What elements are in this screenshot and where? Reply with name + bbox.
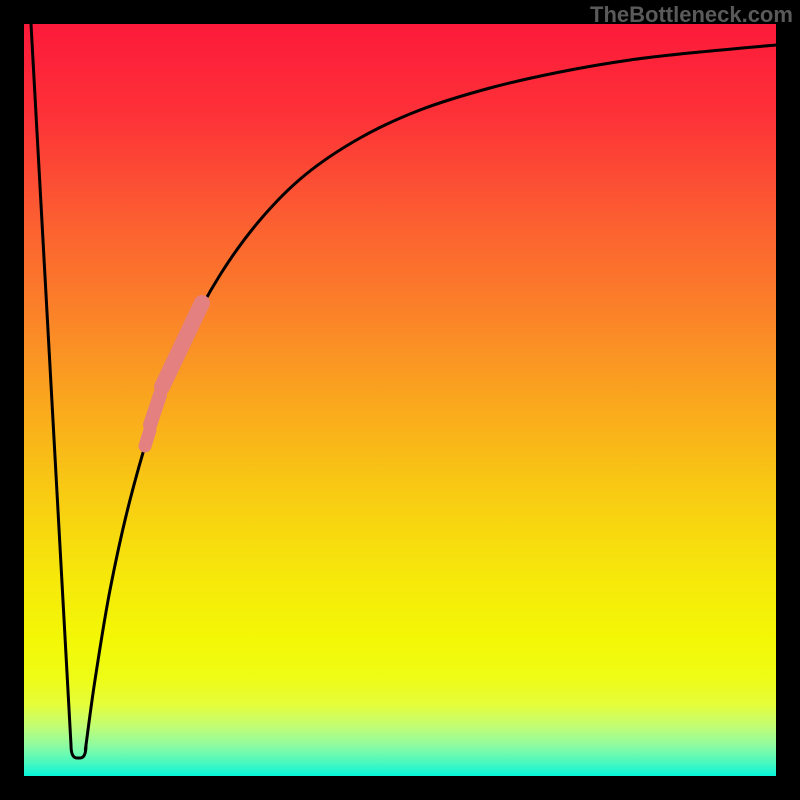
frame-right [776,0,800,800]
highlight-segment [145,430,150,446]
frame-top [0,0,800,24]
frame-left [0,0,24,800]
highlight-segment [150,395,160,425]
chart-svg [0,0,800,800]
plot-background [24,24,776,776]
frame-bottom [0,776,800,800]
bottleneck-chart: TheBottleneck.com [0,0,800,800]
